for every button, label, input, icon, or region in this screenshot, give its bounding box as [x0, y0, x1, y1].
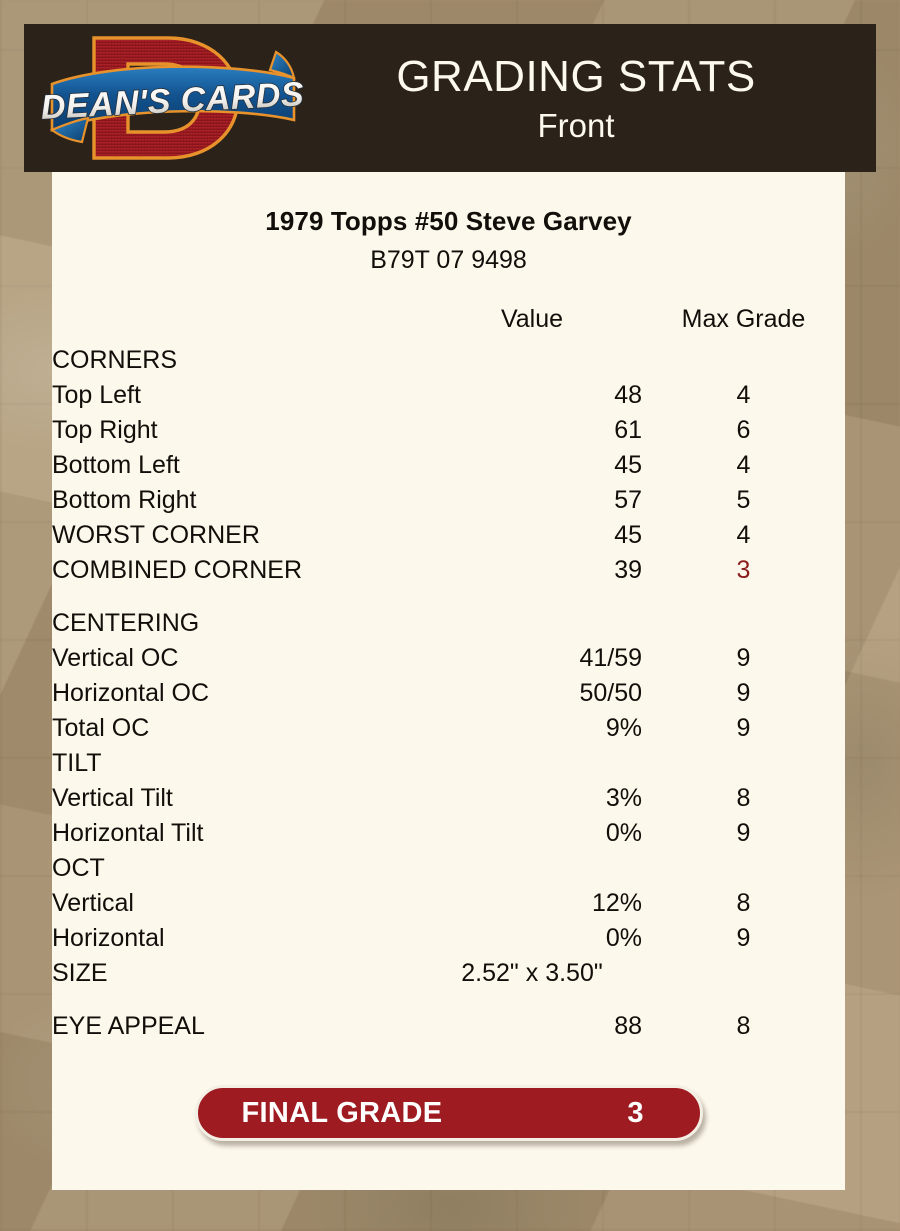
- stat-max-grade: 5: [736, 486, 751, 514]
- stat-value: [422, 749, 642, 784]
- stat-sub-label: Total OC: [52, 714, 150, 742]
- stat-sub-label: Vertical: [52, 889, 134, 917]
- table-row: SIZE 2.52" x 3.50": [52, 959, 845, 994]
- final-grade-badge: FINAL GRADE 3: [194, 1085, 703, 1141]
- stat-max-grade: 8: [736, 784, 751, 812]
- stat-max-grade: [642, 609, 845, 644]
- stat-max-grade: 8: [736, 889, 751, 917]
- column-header-grade: Max Grade: [681, 305, 806, 333]
- stat-max-grade: 4: [736, 451, 751, 479]
- stat-max-grade: 4: [736, 381, 751, 409]
- card-title: 1979 Topps #50 Steve Garvey: [265, 206, 632, 236]
- stat-sub-label: Top Right: [52, 416, 158, 444]
- table-row: Top Left 48 4: [52, 381, 845, 416]
- table-row: Bottom Right 57 5: [52, 486, 845, 521]
- stat-value: 41/59: [579, 644, 642, 672]
- stat-section-label: CENTERING: [52, 609, 200, 637]
- stat-max-grade: [642, 346, 845, 381]
- table-row: Bottom Left 45 4: [52, 451, 845, 486]
- stat-sub-label: Bottom Left: [52, 451, 180, 479]
- table-body: CORNERS Top Left 48 4 Top Right 61 6 Bottom Lef…: [52, 346, 845, 1047]
- stat-section-label: WORST CORNER: [52, 521, 260, 549]
- stat-sub-label: Top Left: [52, 381, 141, 409]
- header-titles: GRADING STATS Front: [306, 51, 876, 144]
- stat-max-grade: 9: [736, 819, 751, 847]
- page-title: GRADING STATS: [396, 51, 756, 101]
- table-row: Vertical 12% 8: [52, 889, 845, 924]
- stat-value: 61: [614, 416, 642, 444]
- stat-sub-label: Vertical Tilt: [52, 784, 173, 812]
- stat-sub-label: Vertical OC: [52, 644, 179, 672]
- final-grade-label: FINAL GRADE: [241, 1096, 443, 1129]
- column-header-label: [52, 305, 422, 346]
- stat-max-grade: [642, 749, 845, 784]
- stat-max-grade: 9: [736, 679, 751, 707]
- stat-section-label: TILT: [52, 749, 102, 777]
- stat-value: 88: [614, 1012, 642, 1040]
- stat-value: 57: [614, 486, 642, 514]
- stat-value: 48: [614, 381, 642, 409]
- stat-max-grade: 4: [736, 521, 751, 549]
- page-subtitle: Front: [537, 106, 615, 144]
- final-grade-container: FINAL GRADE 3: [52, 1085, 845, 1141]
- stat-max-grade: [642, 854, 845, 889]
- stat-sub-label: Horizontal OC: [52, 679, 209, 707]
- final-grade-value: 3: [627, 1096, 644, 1129]
- table-row: Total OC 9% 9: [52, 714, 845, 749]
- table-row: EYE APPEAL 88 8: [52, 1012, 845, 1047]
- stat-max-grade: 9: [736, 644, 751, 672]
- table-row: CORNERS: [52, 346, 845, 381]
- table-row: Horizontal Tilt 0% 9: [52, 819, 845, 854]
- content-panel: 1979 Topps #50 Steve Garvey B79T 07 9498…: [52, 172, 845, 1190]
- stat-sub-label: Bottom Right: [52, 486, 197, 514]
- header-bar: DEAN'S CARDS GRADING STATS Front: [24, 24, 876, 172]
- stat-value: 0%: [605, 819, 642, 847]
- stat-max-grade-limiting: 3: [736, 556, 751, 584]
- stat-value: 45: [614, 451, 642, 479]
- table-spacer-row: [52, 591, 845, 609]
- stat-section-label: CORNERS: [52, 346, 178, 374]
- table-row: TILT: [52, 749, 845, 784]
- stat-max-grade: 9: [736, 714, 751, 742]
- stat-sub-label: Horizontal: [52, 924, 165, 952]
- stat-value: 12%: [591, 889, 642, 917]
- stat-sub-label: Horizontal Tilt: [52, 819, 204, 847]
- stat-value: 3%: [605, 784, 642, 812]
- table-row: Vertical OC 41/59 9: [52, 644, 845, 679]
- deans-cards-logo: DEAN'S CARDS: [42, 28, 306, 168]
- table-row: OCT: [52, 854, 845, 889]
- stat-value: 39: [614, 556, 642, 584]
- table-header-row: Value Max Grade: [52, 305, 845, 346]
- stat-value: [422, 346, 642, 381]
- spacer-cell: [52, 994, 845, 1012]
- stat-max-grade: 8: [736, 1012, 751, 1040]
- stat-section-label: OCT: [52, 854, 105, 882]
- stat-value: 45: [614, 521, 642, 549]
- table-row: WORST CORNER 45 4: [52, 521, 845, 556]
- stat-max-grade: 9: [736, 924, 751, 952]
- stat-value: [422, 609, 642, 644]
- table-spacer-row: [52, 994, 845, 1012]
- stat-value: [422, 854, 642, 889]
- logo-banner: [49, 50, 296, 144]
- stat-value: 2.52" x 3.50": [461, 959, 603, 987]
- stat-section-label: EYE APPEAL: [52, 1012, 205, 1040]
- stat-value: 50/50: [579, 679, 642, 707]
- table-row: COMBINED CORNER 39 3: [52, 556, 845, 591]
- table-row: Top Right 61 6: [52, 416, 845, 451]
- stat-max-grade: [642, 959, 845, 994]
- grading-stats-table: Value Max Grade CORNERS Top Left 48 4 Top Ri…: [52, 305, 845, 1047]
- stat-value: 0%: [605, 924, 642, 952]
- stat-max-grade: 6: [736, 416, 751, 444]
- table-row: Horizontal 0% 9: [52, 924, 845, 959]
- card-serial: B79T 07 9498: [370, 246, 527, 274]
- column-header-value: Value: [500, 305, 564, 333]
- stat-value: 9%: [605, 714, 642, 742]
- spacer-cell: [52, 591, 845, 609]
- stat-section-label: COMBINED CORNER: [52, 556, 303, 584]
- table-row: Horizontal OC 50/50 9: [52, 679, 845, 714]
- stat-section-label: SIZE: [52, 959, 108, 987]
- table-row: CENTERING: [52, 609, 845, 644]
- table-row: Vertical Tilt 3% 8: [52, 784, 845, 819]
